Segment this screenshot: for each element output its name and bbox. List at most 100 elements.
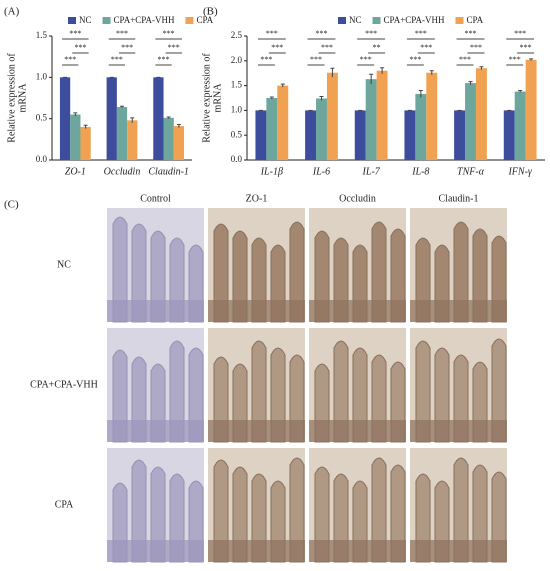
significance: ***	[409, 55, 421, 64]
legend-label: CPA+CPA-VHH	[384, 15, 445, 25]
y-axis-label: mRNA	[17, 83, 28, 113]
error-bar	[166, 116, 171, 119]
column-label: Claudin-1	[439, 193, 479, 204]
crypt-layer	[107, 420, 204, 442]
legend-label: NC	[79, 15, 92, 25]
significance: ***	[64, 55, 76, 64]
significance: ***	[465, 29, 477, 38]
error-bar	[330, 67, 335, 78]
villus	[232, 466, 248, 563]
micrograph	[208, 208, 305, 323]
x-tick-label: TNF-α	[457, 166, 485, 177]
crypt-layer	[208, 540, 305, 562]
villus	[453, 457, 469, 563]
bar	[465, 83, 476, 160]
micrograph	[309, 448, 406, 563]
error-bar	[429, 70, 434, 75]
micrograph	[410, 328, 507, 443]
bar	[255, 110, 267, 160]
villus	[150, 466, 166, 563]
bar	[415, 94, 427, 160]
panel-label: (C)	[4, 199, 19, 211]
villus	[314, 230, 330, 323]
villus	[112, 216, 128, 323]
villus	[352, 347, 368, 443]
bar	[503, 110, 515, 160]
bar	[70, 114, 81, 160]
error-bar	[380, 67, 385, 74]
villus	[150, 230, 166, 323]
significance: ***	[74, 43, 86, 52]
bar	[153, 77, 164, 160]
error-bar	[418, 90, 423, 98]
significance: ***	[520, 43, 532, 52]
crypt-layer	[208, 420, 305, 442]
row-label: CPA	[55, 499, 74, 510]
x-tick-label: Occludin	[104, 166, 141, 177]
y-tick-label: 1.5	[36, 30, 48, 40]
y-axis-label: Relative expression of	[6, 53, 17, 143]
bar	[106, 77, 117, 160]
y-tick-label: 0.0	[231, 154, 243, 164]
significance: ***	[69, 29, 81, 38]
crypt-layer	[309, 540, 406, 562]
error-bar	[479, 66, 484, 70]
x-tick-label: IL-7	[362, 166, 381, 177]
error-bar	[468, 81, 473, 85]
significance: ***	[310, 55, 322, 64]
bar	[116, 107, 128, 160]
bar	[326, 72, 338, 160]
villus	[472, 228, 488, 323]
y-axis-label: mRNA	[212, 83, 223, 113]
bar	[514, 91, 526, 160]
error-bar	[83, 124, 88, 129]
bar	[365, 79, 377, 160]
legend-label: CPA	[196, 15, 213, 25]
y-tick-label: 2.5	[231, 30, 243, 40]
villus	[371, 221, 387, 323]
bar	[376, 70, 388, 160]
micrograph	[107, 208, 204, 323]
villus	[131, 223, 147, 323]
error-bar	[120, 105, 124, 108]
significance: ***	[111, 55, 123, 64]
error-bar	[518, 90, 523, 93]
legend-swatch	[455, 17, 464, 24]
micrograph	[410, 448, 507, 563]
x-tick-label: IFN-γ	[507, 166, 532, 177]
villus	[213, 223, 229, 323]
villus	[371, 457, 387, 563]
legend-swatch	[68, 17, 76, 24]
legend-swatch	[338, 17, 346, 24]
x-tick-label: IL-1β	[260, 166, 283, 177]
crypt-layer	[309, 420, 406, 442]
panel-label: (B)	[203, 6, 218, 18]
bar	[475, 68, 487, 160]
x-tick-label: ZO-1	[65, 166, 86, 177]
villus	[169, 340, 185, 443]
error-bar	[130, 117, 135, 123]
villus	[314, 466, 330, 563]
legend-swatch	[185, 17, 194, 24]
y-tick-label: 1.0	[36, 71, 48, 81]
villus	[289, 457, 305, 563]
bar	[525, 59, 537, 160]
villus	[390, 228, 406, 323]
bar	[316, 98, 327, 160]
significance: ***	[163, 29, 175, 38]
villus	[188, 347, 204, 443]
bar	[426, 72, 438, 160]
micrograph	[107, 328, 204, 443]
x-tick-label: IL-6	[312, 166, 330, 177]
crypt-layer	[107, 540, 204, 562]
column-label: ZO-1	[246, 193, 268, 204]
error-bar	[369, 73, 374, 85]
bar	[305, 110, 317, 160]
error-bar	[176, 123, 181, 128]
villus	[472, 464, 488, 563]
y-tick-label: 1.0	[231, 104, 243, 114]
column-label: Control	[140, 193, 171, 204]
micrograph	[208, 328, 305, 443]
crypt-layer	[410, 420, 507, 442]
